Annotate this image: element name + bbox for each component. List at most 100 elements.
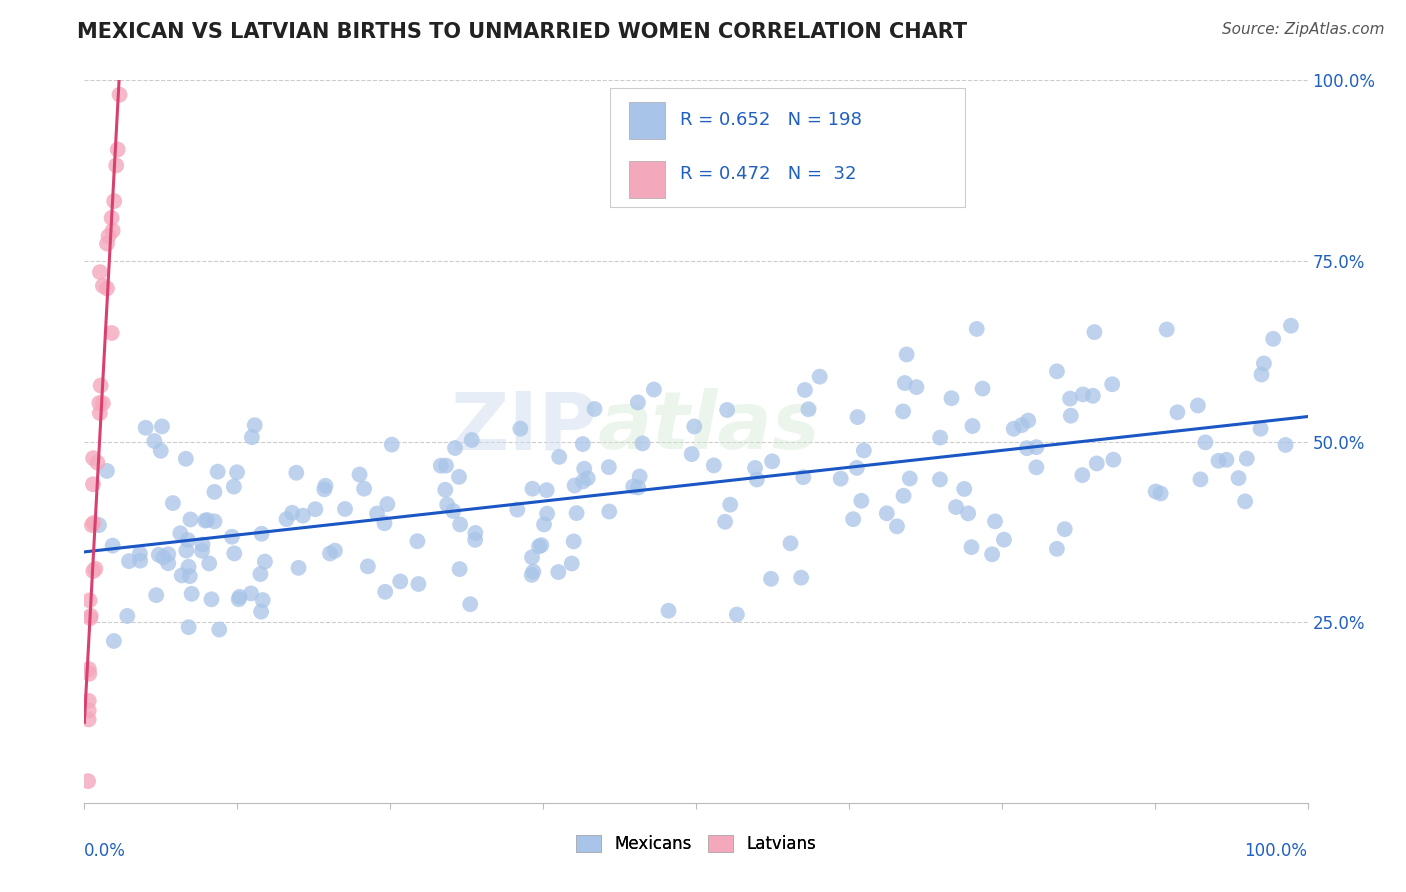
Point: [1250, 422, 1272, 436]
Point: [77, 774, 100, 789]
Point: [202, 484, 225, 499]
Point: [981, 547, 1004, 561]
Point: [598, 504, 620, 518]
Point: [657, 604, 679, 618]
Point: [576, 471, 599, 485]
Point: [77, 662, 100, 676]
Point: [249, 567, 271, 582]
Point: [374, 584, 396, 599]
Point: [179, 569, 201, 583]
Point: [1208, 454, 1230, 468]
Point: [628, 469, 651, 483]
Point: [1187, 399, 1209, 413]
Point: [941, 391, 963, 405]
Point: [204, 515, 226, 529]
Point: [681, 447, 703, 461]
Point: [703, 458, 725, 473]
Point: [1002, 422, 1025, 436]
Point: [830, 472, 852, 486]
Point: [461, 433, 484, 447]
Point: [1253, 356, 1275, 370]
Point: [506, 502, 529, 516]
Point: [333, 502, 356, 516]
Point: [761, 454, 783, 468]
Point: [957, 507, 980, 521]
Point: [547, 565, 569, 579]
Point: [79, 611, 101, 625]
Point: [1194, 435, 1216, 450]
Point: [177, 620, 200, 634]
Point: [966, 322, 988, 336]
Point: [373, 516, 395, 531]
Point: [90, 378, 112, 392]
Point: [389, 574, 412, 589]
Point: [77, 713, 100, 727]
Point: [561, 557, 583, 571]
Point: [152, 550, 174, 565]
Point: [891, 404, 914, 418]
Point: [97, 229, 120, 244]
Point: [157, 556, 180, 570]
Point: [1144, 484, 1167, 499]
Point: [1189, 472, 1212, 486]
Point: [845, 461, 868, 475]
Point: [536, 507, 558, 521]
Point: [1215, 452, 1237, 467]
Point: [198, 557, 221, 571]
Text: 0.0%: 0.0%: [84, 842, 127, 860]
Point: [349, 467, 371, 482]
Point: [434, 483, 457, 497]
Text: R = 0.652   N = 198: R = 0.652 N = 198: [681, 112, 862, 129]
Point: [1102, 452, 1125, 467]
Point: [287, 561, 309, 575]
Point: [323, 543, 346, 558]
Point: [562, 534, 585, 549]
Point: [180, 587, 202, 601]
Point: [536, 483, 558, 497]
FancyBboxPatch shape: [628, 103, 665, 139]
Point: [527, 540, 550, 554]
Point: [96, 236, 118, 251]
Point: [1025, 440, 1047, 454]
Point: [1071, 468, 1094, 483]
Point: [194, 514, 217, 528]
Point: [1166, 405, 1188, 419]
Point: [1046, 541, 1069, 556]
Point: [572, 475, 595, 489]
Point: [1101, 377, 1123, 392]
Point: [240, 430, 263, 444]
Point: [135, 421, 157, 435]
Point: [366, 507, 388, 521]
Point: [851, 493, 873, 508]
Point: [314, 483, 336, 497]
Point: [89, 396, 111, 410]
Point: [150, 419, 173, 434]
Point: [162, 496, 184, 510]
Point: [108, 87, 131, 102]
Point: [177, 559, 200, 574]
Point: [1234, 494, 1257, 508]
Point: [1250, 368, 1272, 382]
Point: [960, 540, 983, 554]
Point: [96, 281, 118, 295]
Point: [224, 546, 246, 560]
Point: [80, 608, 103, 623]
Point: [627, 480, 650, 494]
Point: [745, 473, 768, 487]
Point: [117, 609, 139, 624]
Point: [103, 194, 125, 208]
Point: [718, 498, 741, 512]
Point: [458, 597, 481, 611]
Point: [548, 450, 571, 464]
Point: [207, 465, 229, 479]
Point: [464, 533, 486, 547]
Point: [436, 498, 458, 512]
Point: [128, 547, 150, 561]
Point: [100, 211, 122, 225]
Point: [357, 559, 380, 574]
Point: [408, 577, 430, 591]
Point: [929, 431, 952, 445]
Point: [250, 605, 273, 619]
Point: [77, 694, 100, 708]
Point: [631, 436, 654, 450]
